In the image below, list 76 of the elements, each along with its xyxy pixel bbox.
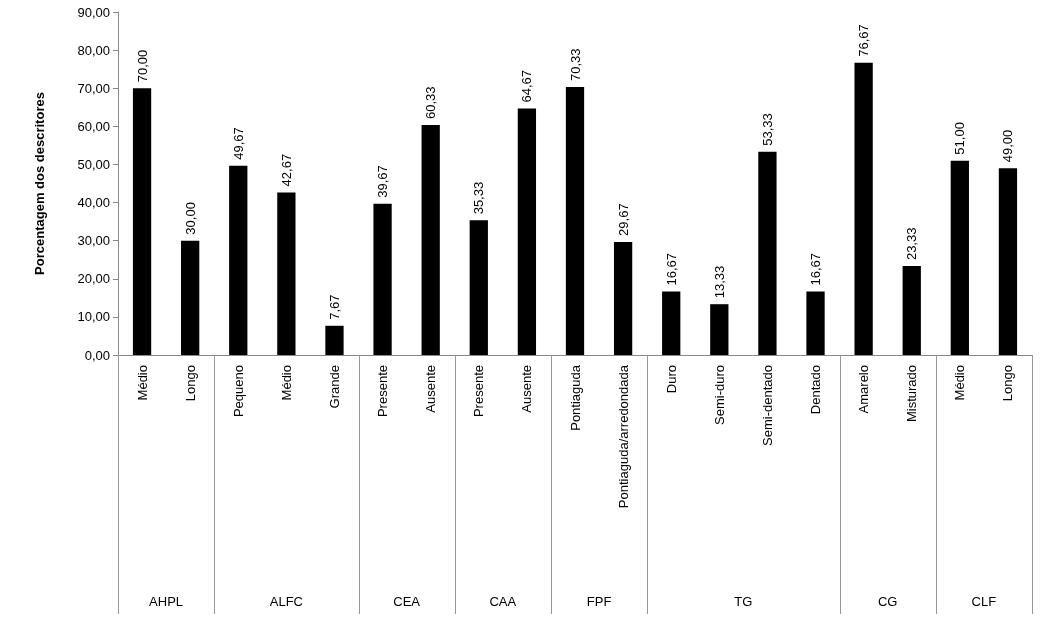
y-tick-label: 80,00	[77, 42, 110, 58]
data-label: 29,67	[615, 203, 631, 236]
text: FPF	[586, 594, 612, 609]
data-label: 7,67	[326, 294, 342, 320]
y-tick-label: 90,00	[77, 4, 110, 20]
x-tick-label: Médio	[134, 365, 150, 401]
x-tick-label: Presente	[375, 365, 391, 418]
x-tick-label: Longo	[182, 365, 198, 402]
x-tick-label: Amarelo	[856, 365, 872, 414]
bar	[181, 240, 200, 355]
bar	[758, 151, 777, 355]
bar	[662, 291, 681, 355]
data-label: 35,33	[471, 181, 487, 215]
bar	[902, 266, 921, 355]
bar	[950, 160, 969, 355]
text: AHPL	[149, 594, 184, 609]
data-label: 16,67	[808, 252, 824, 286]
x-tick-label: Presente	[471, 365, 487, 418]
bar	[517, 108, 537, 355]
data-label: 13,33	[711, 265, 727, 299]
bar	[421, 125, 440, 355]
data-label: 16,67	[663, 252, 679, 286]
y-tick-label: 50,00	[77, 156, 110, 172]
text: CAA	[489, 594, 517, 609]
data-label: 30,00	[182, 202, 198, 235]
y-tick-label: 20,00	[77, 271, 110, 287]
data-label: 49,00	[1000, 129, 1016, 163]
bar	[854, 62, 873, 355]
bar	[710, 304, 729, 355]
data-label: 51,00	[952, 122, 968, 155]
x-tick-label: Médio	[952, 365, 968, 401]
text: CEA	[393, 594, 420, 609]
bar	[277, 192, 296, 355]
data-label: 49,67	[230, 127, 246, 160]
bar	[469, 220, 488, 355]
y-axis-title: Porcentagem dos descritores	[32, 92, 47, 275]
data-label: 53,33	[759, 113, 775, 146]
x-tick-label: Médio	[278, 365, 294, 401]
bar	[373, 203, 392, 355]
y-tick-label: 0,00	[84, 347, 110, 363]
y-tick-label: 40,00	[77, 195, 110, 211]
text: CLF	[971, 594, 997, 609]
x-tick-label: Ausente	[519, 365, 535, 413]
y-tick-label: 70,00	[77, 80, 110, 96]
text: TG	[734, 594, 753, 609]
bar	[229, 165, 248, 355]
bar	[325, 325, 344, 355]
bar	[565, 86, 585, 355]
data-label: 70,00	[134, 49, 150, 83]
y-tick-label: 60,00	[77, 118, 110, 134]
bar	[132, 88, 152, 355]
x-tick-label: Pontiaguda/arredondada	[615, 364, 631, 509]
data-label: 70,33	[567, 48, 583, 81]
data-label: 42,67	[278, 153, 294, 187]
data-label: 64,67	[519, 69, 535, 103]
x-tick-label: Dentado	[808, 365, 824, 415]
x-tick-label: Pequeno	[230, 365, 246, 418]
data-label: 23,33	[904, 227, 920, 261]
x-tick-label: Semi-dentado	[759, 365, 775, 446]
x-tick-label: Misturado	[904, 365, 920, 423]
data-label: 76,67	[856, 24, 872, 57]
x-tick-label: Pontiaguda	[567, 364, 583, 431]
y-tick-label: 10,00	[77, 309, 110, 325]
bar	[806, 291, 825, 355]
bar	[613, 241, 633, 355]
text: ALFC	[269, 594, 303, 609]
x-tick-label: Semi-duro	[711, 365, 727, 425]
data-label: 39,67	[375, 165, 391, 198]
x-tick-label: Ausente	[423, 365, 439, 413]
text: CG	[877, 594, 898, 609]
x-tick-label: Grande	[326, 365, 342, 409]
x-tick-label: Longo	[1000, 365, 1016, 402]
x-tick-label: Duro	[663, 365, 679, 394]
bar	[998, 168, 1018, 355]
y-tick-label: 30,00	[77, 233, 110, 249]
data-label: 60,33	[423, 86, 439, 120]
